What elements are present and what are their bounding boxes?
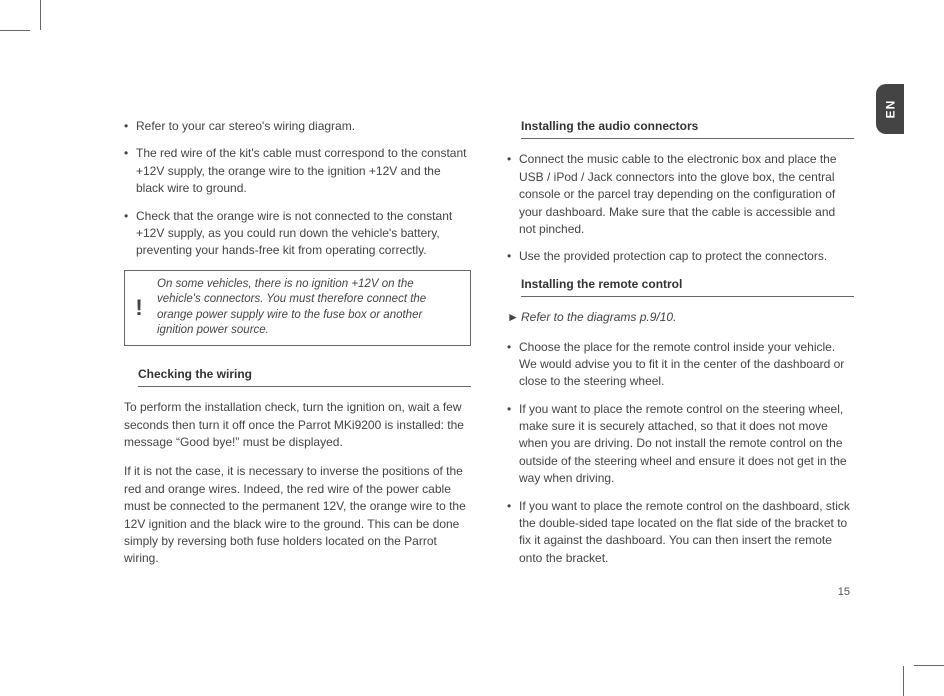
bullet-text: Connect the music cable to the electroni… (519, 151, 854, 238)
bullet-icon: • (507, 248, 519, 265)
language-tab-label: EN (883, 100, 897, 119)
list-item: • Choose the place for the remote contro… (507, 339, 854, 391)
right-column: Installing the audio connectors • Connec… (507, 118, 854, 580)
section-heading-remote-control: Installing the remote control (521, 276, 854, 297)
reference-text: Refer to the diagrams p.9/10. (521, 309, 676, 326)
list-item: • If you want to place the remote contro… (507, 498, 854, 568)
warning-note: ! On some vehicles, there is no ignition… (124, 270, 471, 346)
body-paragraph: If it is not the case, it is necessary t… (124, 463, 471, 567)
body-paragraph: To perform the installation check, turn … (124, 399, 471, 451)
bullet-text: Check that the orange wire is not connec… (136, 208, 471, 260)
list-item: • Connect the music cable to the electro… (507, 151, 854, 238)
bullet-text: Choose the place for the remote control … (519, 339, 854, 391)
bullet-icon: • (507, 401, 519, 488)
bullet-icon: • (507, 498, 519, 568)
warning-text: On some vehicles, there is no ignition +… (153, 271, 470, 345)
bullet-icon: • (124, 118, 136, 135)
list-item: • Check that the orange wire is not conn… (124, 208, 471, 260)
bullet-icon: • (124, 145, 136, 197)
reference-note: ► Refer to the diagrams p.9/10. (507, 309, 854, 326)
bullet-text: If you want to place the remote control … (519, 498, 854, 568)
crop-mark (903, 666, 904, 696)
bullet-icon: • (507, 339, 519, 391)
crop-mark (40, 0, 41, 30)
page-number: 15 (838, 586, 850, 598)
crop-mark (914, 665, 944, 666)
list-item: • Use the provided protection cap to pro… (507, 248, 854, 265)
left-column: • Refer to your car stereo's wiring diag… (124, 118, 471, 580)
page-content: • Refer to your car stereo's wiring diag… (124, 118, 854, 580)
list-item: • If you want to place the remote contro… (507, 401, 854, 488)
bullet-text: The red wire of the kit's cable must cor… (136, 145, 471, 197)
bullet-icon: • (507, 151, 519, 238)
bullet-text: If you want to place the remote control … (519, 401, 854, 488)
section-heading-checking-wiring: Checking the wiring (138, 366, 471, 387)
language-tab: EN (876, 84, 904, 134)
warning-icon: ! (125, 271, 153, 345)
list-item: • Refer to your car stereo's wiring diag… (124, 118, 471, 135)
bullet-text: Refer to your car stereo's wiring diagra… (136, 118, 471, 135)
list-item: • The red wire of the kit's cable must c… (124, 145, 471, 197)
arrow-icon: ► (507, 309, 521, 326)
section-heading-audio-connectors: Installing the audio connectors (521, 118, 854, 139)
bullet-text: Use the provided protection cap to prote… (519, 248, 854, 265)
crop-mark (0, 30, 30, 31)
bullet-icon: • (124, 208, 136, 260)
